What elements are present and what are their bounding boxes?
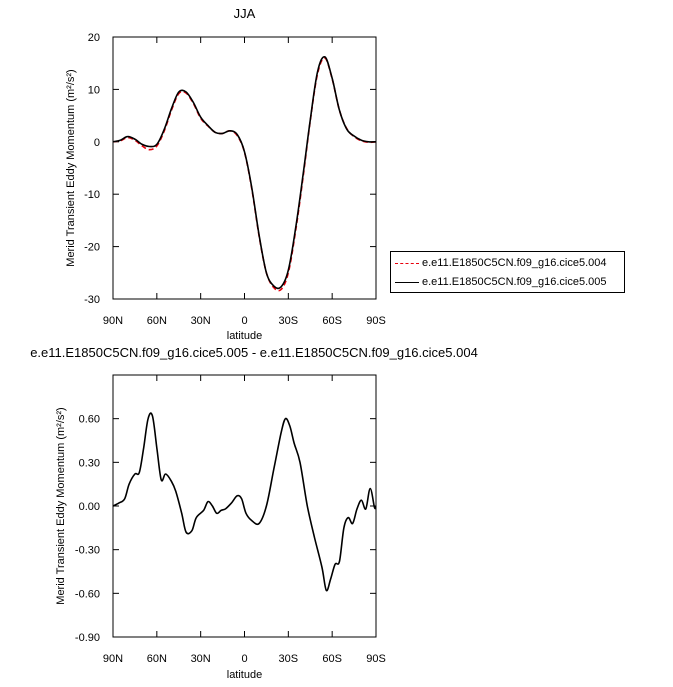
bottom-chart-panel: e.e11.E1850C5CN.f09_g16.cice5.005 - e.e1…	[30, 345, 478, 681]
top-chart-ylabel: Merid Transient Eddy Momentum (m²/s²)	[65, 69, 77, 266]
bottom-chart-ytick-label: -0.30	[75, 545, 100, 557]
top-chart-xtick-label: 90N	[103, 315, 123, 327]
top-chart-xtick-label: 60N	[147, 315, 167, 327]
bottom-chart-axes: 90N 60N 30N 0 30S 60S 90S 0.60 0.30 0.00 -0.30 -0.6…	[75, 375, 386, 665]
bottom-chart-xtick-label: 90N	[103, 653, 123, 665]
top-chart-series-line-0	[113, 57, 376, 292]
top-chart-xtick-label: 60S	[322, 315, 342, 327]
legend-dashed-red-line-icon	[395, 263, 419, 264]
bottom-chart-ytick-label: 0.60	[79, 414, 100, 426]
top-chart-xlabel: latitude	[227, 330, 262, 342]
top-chart-frame	[112, 36, 377, 300]
top-chart-series	[113, 55, 376, 292]
legend-entry-004: e.e11.E1850C5CN.f09_g16.cice5.004	[391, 254, 624, 272]
top-chart-panel: JJA 90N 60N 30N 0 30S 60S 90S 20 10 0 -10 -20 -30 la…	[65, 6, 386, 342]
top-chart-xtick-label: 30N	[191, 315, 211, 327]
top-chart-ytick-label: -30	[84, 294, 100, 306]
bottom-chart-xtick-label: 90S	[366, 653, 386, 665]
bottom-chart-xtick-label: 30S	[279, 653, 299, 665]
top-chart-series-line-1	[113, 55, 376, 290]
bottom-chart-title: e.e11.E1850C5CN.f09_g16.cice5.005 - e.e1…	[30, 345, 478, 360]
legend-label-005: e.e11.E1850C5CN.f09_g16.cice5.005	[422, 276, 607, 288]
bottom-chart-series	[113, 412, 376, 592]
bottom-chart-ylabel: Merid Transient Eddy Momentum (m²/s²)	[55, 407, 67, 604]
bottom-chart-ytick-label: 0.00	[79, 501, 100, 513]
top-chart-xtick-label: 90S	[366, 315, 386, 327]
top-chart-xtick-label: 0	[241, 315, 247, 327]
bottom-chart-xtick-label: 60N	[147, 653, 167, 665]
top-chart-xtick-label: 30S	[279, 315, 299, 327]
legend-entry-005: e.e11.E1850C5CN.f09_g16.cice5.005	[391, 273, 624, 291]
top-chart-title: JJA	[234, 6, 256, 21]
bottom-chart-xtick-label: 60S	[322, 653, 342, 665]
top-chart-ytick-label: -20	[84, 242, 100, 254]
bottom-chart-ytick-label: -0.90	[75, 632, 100, 644]
top-chart-legend: e.e11.E1850C5CN.f09_g16.cice5.004 e.e11.…	[390, 251, 625, 293]
bottom-chart-frame	[112, 374, 377, 638]
top-chart-ytick-label: 20	[88, 32, 100, 44]
top-chart-ytick-label: -10	[84, 189, 100, 201]
bottom-chart-ytick-label: -0.60	[75, 588, 100, 600]
top-chart-ytick-label: 0	[94, 137, 100, 149]
top-chart-ytick-label: 10	[88, 84, 100, 96]
legend-label-004: e.e11.E1850C5CN.f09_g16.cice5.004	[422, 257, 607, 269]
legend-solid-black-line-icon	[395, 282, 419, 283]
bottom-chart-ytick-label: 0.30	[79, 457, 100, 469]
bottom-chart-series-line-0	[113, 412, 376, 592]
bottom-chart-xtick-label: 0	[241, 653, 247, 665]
top-chart-axes: 90N 60N 30N 0 30S 60S 90S 20 10 0 -10 -20 -30	[84, 32, 386, 327]
bottom-chart-xlabel: latitude	[227, 669, 262, 681]
bottom-chart-xtick-label: 30N	[191, 653, 211, 665]
